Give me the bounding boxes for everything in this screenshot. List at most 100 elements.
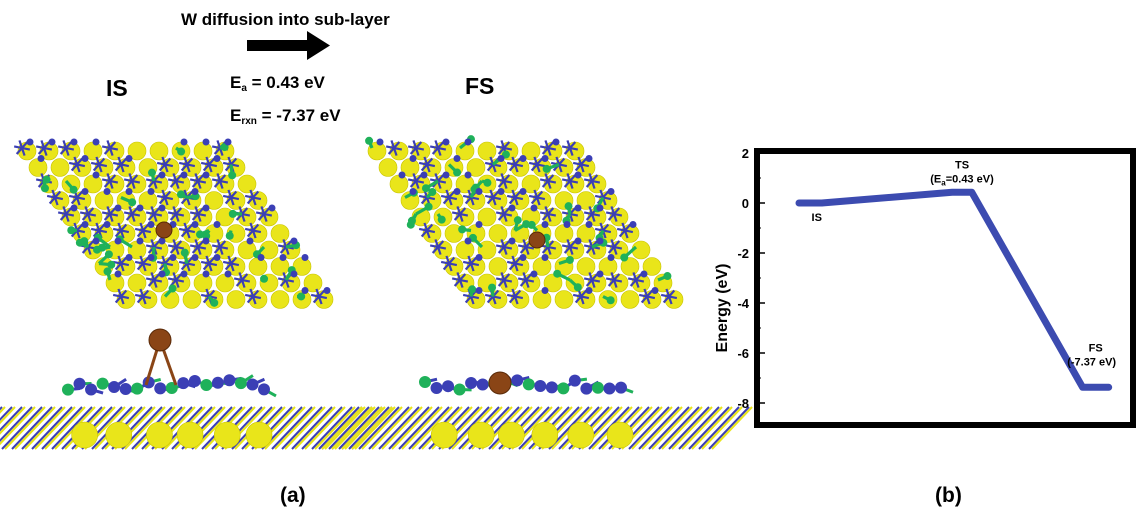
boron-atom <box>620 253 629 262</box>
nitrogen-atom <box>596 204 604 212</box>
bond <box>381 406 423 450</box>
bond <box>585 273 599 287</box>
bond <box>497 273 511 287</box>
bond <box>681 406 723 450</box>
sulfur-atom <box>176 421 204 449</box>
nitrogen-atom <box>169 254 177 261</box>
nitrogen-atom <box>246 237 254 245</box>
boron-atom <box>365 136 374 145</box>
sulfur-atom <box>606 421 634 449</box>
bond <box>114 223 128 238</box>
boron-atom <box>67 226 76 235</box>
nitrogen-atom <box>290 270 298 278</box>
boron-atom <box>131 382 144 395</box>
bond <box>103 207 117 221</box>
bond <box>48 190 62 205</box>
nitrogen-atom <box>103 221 111 228</box>
bond <box>334 406 376 450</box>
bond <box>698 406 740 450</box>
bond <box>14 406 56 450</box>
boron-atom <box>553 269 562 278</box>
boron-atom <box>196 230 205 239</box>
bond <box>563 174 577 188</box>
tungsten-atom <box>148 328 172 352</box>
boron-atom <box>103 267 112 276</box>
bond <box>0 406 33 443</box>
boron-atom <box>177 147 186 156</box>
nitrogen-atom <box>154 382 167 395</box>
bond <box>640 289 654 304</box>
nitrogen-atom <box>475 287 483 294</box>
sulfur-atom <box>215 273 235 293</box>
boron-atom <box>176 190 185 199</box>
nitrogen-atom <box>188 375 201 388</box>
nitrogen-atom <box>574 237 582 245</box>
bond <box>41 406 83 450</box>
boron-atom <box>69 185 78 194</box>
nitrogen-atom <box>409 155 417 162</box>
nitrogen-atom <box>574 204 582 212</box>
sulfur-atom <box>270 290 290 309</box>
nitrogen-atom <box>211 376 224 389</box>
nitrogen-atom <box>563 221 571 228</box>
bond <box>661 406 703 450</box>
y-axis-label: Energy (eV) <box>714 264 731 353</box>
bond <box>338 406 380 450</box>
sulfur-atom <box>237 174 257 194</box>
bond <box>213 240 227 254</box>
nitrogen-atom <box>213 254 221 261</box>
boron-atom <box>522 378 535 391</box>
bond <box>180 223 194 238</box>
bond <box>420 157 434 172</box>
nitrogen-atom <box>430 382 443 395</box>
bond <box>1 406 43 450</box>
bond <box>497 174 511 188</box>
bond <box>398 406 440 450</box>
y-tick-label: -8 <box>737 396 749 411</box>
boron-atom <box>62 383 74 396</box>
diffusion-arrow <box>247 31 330 60</box>
nitrogen-atom <box>541 254 549 261</box>
bond <box>618 223 632 238</box>
nitrogen-atom <box>73 377 86 390</box>
sulfur-atom <box>467 421 495 449</box>
bond <box>125 207 139 221</box>
bond <box>508 190 522 205</box>
bond <box>274 406 316 450</box>
nitrogen-atom <box>177 377 190 390</box>
nitrogen-atom <box>136 237 144 245</box>
nitrogen-atom <box>147 221 155 228</box>
boron-atom <box>421 184 430 193</box>
nitrogen-atom <box>258 383 270 396</box>
sulfur-atom <box>193 141 213 161</box>
bond <box>59 141 73 155</box>
bond <box>158 190 172 205</box>
boron-atom <box>40 184 49 193</box>
bond <box>301 406 343 450</box>
bond <box>658 406 700 450</box>
sulfur-atom <box>642 257 662 276</box>
fs-top-view-structure <box>365 135 684 309</box>
nitrogen-atom <box>158 270 166 278</box>
sulfur-atom <box>488 257 508 276</box>
nitrogen-atom <box>136 204 144 212</box>
sulfur-atom <box>498 421 525 449</box>
bond <box>541 207 555 221</box>
bond <box>202 157 216 172</box>
bond <box>114 157 128 172</box>
boron-atom <box>428 188 437 197</box>
bond <box>391 406 433 450</box>
is-side-view-structure <box>0 328 396 450</box>
bond <box>628 406 670 450</box>
nitrogen-atom <box>191 221 199 228</box>
sulfur-atom <box>532 290 552 309</box>
bond <box>519 273 533 287</box>
is-point-label: IS <box>812 212 822 224</box>
bond <box>585 174 599 188</box>
sulfur-atom <box>488 224 508 243</box>
bond <box>442 256 456 271</box>
energy-profile-line <box>795 188 1113 391</box>
boron-atom <box>406 220 415 229</box>
bond <box>4 406 46 450</box>
bond <box>358 406 400 450</box>
